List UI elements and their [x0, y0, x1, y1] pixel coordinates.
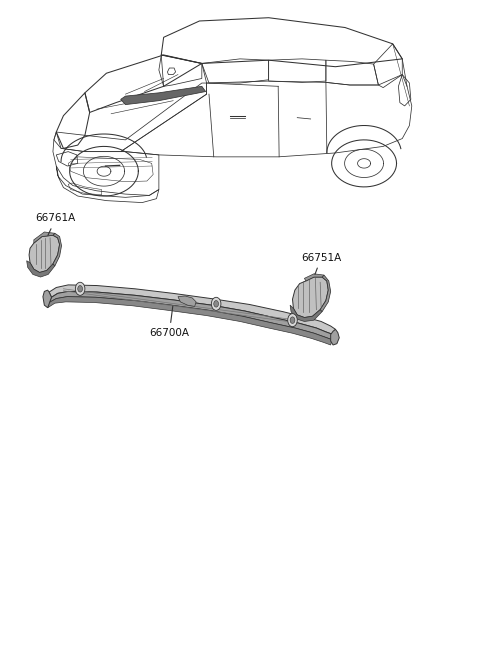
Text: 66761A: 66761A [36, 213, 76, 236]
Polygon shape [48, 297, 332, 345]
Circle shape [214, 300, 218, 307]
Polygon shape [34, 232, 55, 243]
Polygon shape [320, 275, 331, 312]
Circle shape [75, 282, 85, 295]
Circle shape [78, 285, 83, 292]
Polygon shape [178, 296, 196, 306]
Polygon shape [120, 87, 205, 104]
Polygon shape [29, 236, 60, 272]
Polygon shape [43, 290, 51, 308]
Polygon shape [49, 285, 336, 335]
Polygon shape [53, 234, 61, 266]
Polygon shape [27, 260, 55, 277]
Text: 66751A: 66751A [301, 253, 341, 274]
Polygon shape [331, 329, 339, 345]
Circle shape [211, 297, 221, 310]
Polygon shape [290, 305, 322, 321]
Polygon shape [304, 274, 324, 281]
Circle shape [288, 314, 297, 327]
Circle shape [290, 317, 295, 323]
Polygon shape [49, 291, 333, 340]
Polygon shape [292, 277, 328, 318]
Text: 66700A: 66700A [149, 306, 189, 338]
